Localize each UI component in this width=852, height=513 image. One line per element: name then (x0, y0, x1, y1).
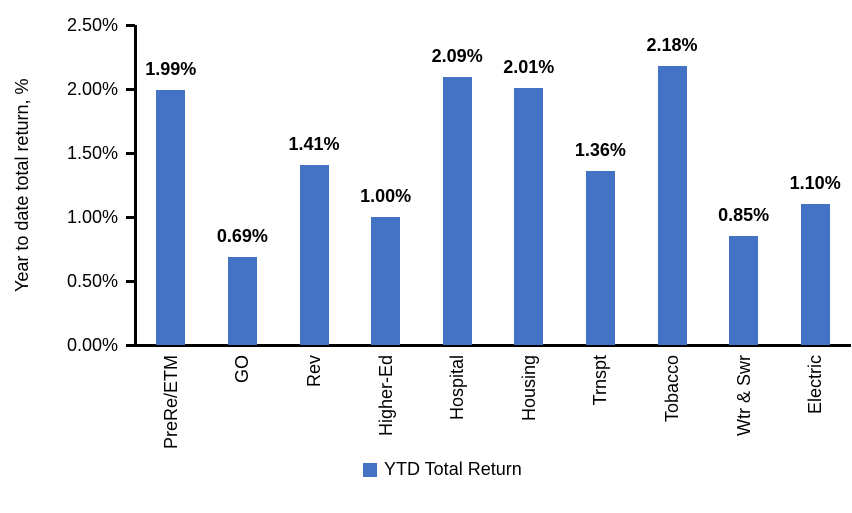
y-axis-tick-mark (126, 215, 135, 219)
y-axis-tick-mark (126, 23, 135, 27)
y-axis-tick-label: 0.00% (66, 335, 118, 355)
x-axis-category-label: Rev (304, 355, 324, 388)
x-axis-category-label: Wtr & Swr (733, 355, 754, 436)
legend-label: YTD Total Return (384, 459, 522, 479)
x-axis-category-label: Higher-Ed (375, 355, 396, 437)
y-axis-tick-label: 2.50% (66, 15, 118, 35)
bar (729, 236, 759, 345)
bar (800, 204, 830, 345)
y-axis-tick-mark (126, 151, 135, 155)
y-axis-tick-label: 0.50% (66, 271, 118, 291)
y-axis-tick-mark (126, 279, 135, 283)
y-axis-tick-mark (126, 343, 135, 347)
x-axis-category-label: Electric (805, 355, 826, 415)
x-axis-category-label: Hospital (447, 355, 468, 421)
y-axis-line (134, 25, 137, 345)
y-axis-title: Year to date total return, % (12, 78, 32, 292)
bar-value-label: 1.41% (288, 133, 340, 154)
bar (371, 217, 401, 345)
x-axis-category-label: Housing (518, 355, 539, 422)
bar-value-label: 1.36% (574, 139, 626, 160)
x-axis-category-label: GO (232, 355, 253, 384)
bar (227, 256, 257, 345)
bar-value-label: 1.00% (360, 186, 412, 206)
x-axis-category-label: Trnspt (590, 355, 611, 406)
bar-value-label: 1.10% (789, 173, 841, 194)
y-axis-tick-label: 2.00% (66, 79, 118, 99)
bar-value-label: 2.01% (503, 56, 555, 77)
y-axis-tick-mark (126, 87, 135, 91)
bar (657, 65, 687, 345)
x-axis-category-label: PreRe/ETM (160, 355, 181, 450)
bar-value-label: 1.99% (145, 59, 197, 80)
y-axis-tick-label: 1.00% (66, 207, 118, 227)
bar-value-label: 2.09% (431, 46, 483, 67)
x-axis-line (126, 344, 851, 347)
y-axis-tick-label: 1.50% (66, 143, 118, 163)
x-axis-category-label: Tobacco (662, 355, 682, 423)
bar-value-label: 0.69% (216, 225, 268, 246)
bar (585, 170, 615, 345)
bar (299, 164, 329, 345)
legend: YTD Total Return (363, 459, 522, 480)
bar (442, 77, 472, 345)
legend-swatch-icon (363, 462, 377, 477)
bar (514, 87, 544, 345)
bar (156, 90, 186, 345)
bar-value-label: 2.18% (646, 34, 698, 55)
bar-value-label: 0.85% (718, 205, 770, 226)
